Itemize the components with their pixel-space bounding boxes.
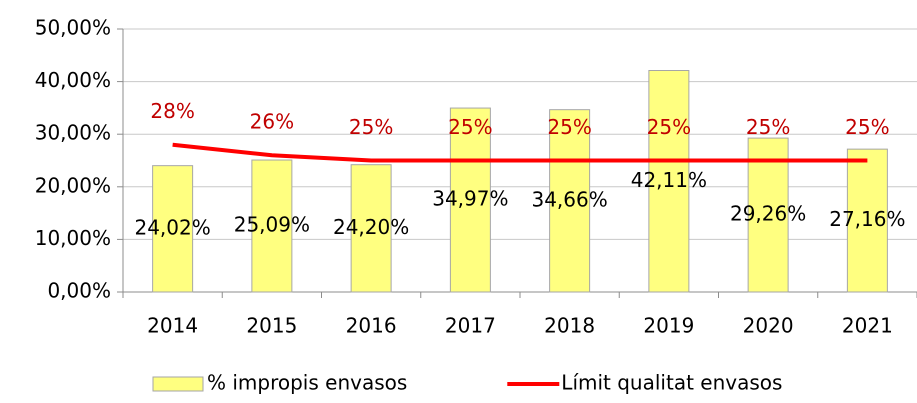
bar	[350, 164, 392, 293]
data-label: 25,09%	[234, 213, 310, 237]
data-label: 25%	[845, 115, 889, 139]
bar	[251, 159, 293, 293]
x-tick-label: 2015	[246, 314, 297, 338]
x-tick-label: 2021	[842, 314, 893, 338]
bar	[449, 107, 491, 293]
x-tick-label: 2014	[147, 314, 198, 338]
y-tick-label: 30,00%	[35, 121, 111, 145]
bar	[152, 165, 194, 293]
y-tick-label: 0,00%	[47, 279, 111, 303]
y-tick-label: 20,00%	[35, 173, 111, 197]
bar	[549, 109, 591, 293]
data-label: 24,20%	[333, 215, 409, 239]
legend-swatch	[152, 376, 204, 392]
line	[172, 142, 868, 163]
data-label: 25%	[349, 115, 393, 139]
data-label: 29,26%	[730, 202, 806, 226]
data-label: 27,16%	[829, 207, 905, 231]
x-tick-label: 2020	[743, 314, 794, 338]
data-label: 25%	[746, 115, 790, 139]
data-label: 28%	[150, 99, 194, 123]
y-tick-label: 10,00%	[35, 226, 111, 250]
bar	[747, 137, 789, 293]
data-label: 26%	[250, 110, 294, 134]
x-tick-label: 2017	[445, 314, 496, 338]
x-tick-label: 2019	[643, 314, 694, 338]
data-label: 25%	[647, 115, 691, 139]
y-tick-label: 50,00%	[35, 16, 111, 40]
data-label: 25%	[448, 115, 492, 139]
bar	[846, 148, 888, 293]
data-label: 24,02%	[134, 215, 210, 239]
y-tick-label: 40,00%	[35, 68, 111, 92]
legend-label: Límit qualitat envasos	[561, 371, 782, 395]
data-label: 42,11%	[631, 168, 707, 192]
bar	[648, 70, 690, 293]
x-tick-label: 2018	[544, 314, 595, 338]
data-label: 25%	[547, 115, 591, 139]
x-tick-label: 2016	[346, 314, 397, 338]
data-label: 34,97%	[432, 187, 508, 211]
legend-label: % impropis envasos	[207, 371, 407, 395]
data-label: 34,66%	[531, 187, 607, 211]
